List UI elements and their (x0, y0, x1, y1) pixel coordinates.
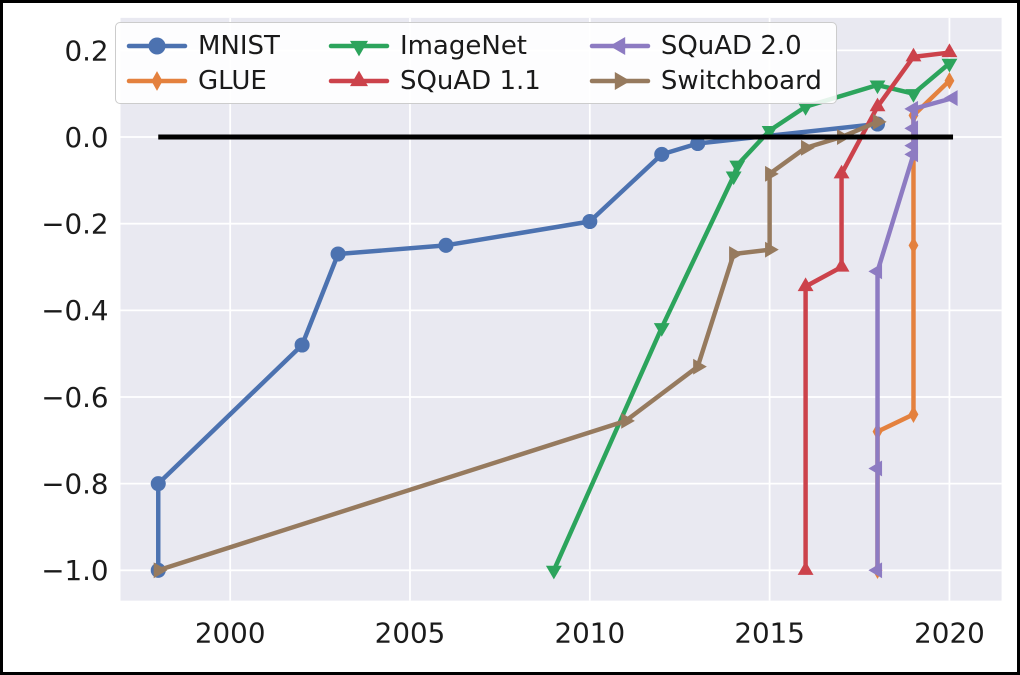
y-tick-label: 0.2 (64, 34, 108, 67)
x-tick-label: 2020 (914, 616, 985, 649)
data-point-marker (868, 562, 883, 579)
circle-marker-icon (148, 36, 166, 55)
legend-label: Switchboard (660, 65, 822, 96)
legend-item-switchboard: Switchboard (589, 64, 822, 97)
x-tick-label: 2000 (195, 616, 266, 649)
legend-item-mnist: MNIST (126, 29, 280, 62)
data-point-marker (725, 171, 742, 186)
data-point-marker (868, 460, 883, 477)
data-point-marker (904, 100, 919, 117)
data-point-marker (908, 236, 919, 255)
series-switchboard (153, 113, 887, 579)
gridlines (120, 17, 1002, 601)
triangle-down-marker-icon (349, 40, 368, 56)
triangle-up-marker-icon (349, 70, 368, 86)
data-point-marker (944, 71, 955, 90)
data-point-marker (150, 476, 166, 492)
x-tick-label: 2015 (734, 616, 805, 649)
y-tick-label: −0.8 (41, 468, 108, 501)
data-point-marker (801, 139, 815, 156)
data-point-marker (294, 337, 310, 353)
chart-legend: MNIST GLUE ImageNet SQuAD 1.1 SQuAD 2.0 Switc… (115, 22, 837, 104)
series-squad-2-0 (868, 90, 958, 579)
data-point-marker (833, 164, 850, 179)
data-point-marker (905, 47, 922, 62)
circle-legend-key-icon (126, 36, 188, 55)
x-tick-label: 2010 (555, 616, 626, 649)
triangle-up-legend-key-icon (328, 70, 390, 86)
data-point-marker (833, 257, 850, 272)
data-point-marker (693, 358, 707, 375)
data-point-marker (904, 120, 919, 137)
data-point-marker (545, 565, 562, 580)
y-tick-label: −1.0 (41, 554, 108, 587)
data-point-marker (872, 113, 887, 130)
legend-label: SQuAD 2.0 (660, 30, 802, 61)
data-point-marker (330, 246, 346, 262)
chart-canvas: 2000 2005 2010 2015 2020 0.2 0.0 −0.2 −0.4 −0.6 −0… (41, 17, 1002, 649)
series-squad-1-1 (797, 43, 958, 575)
legend-item-squad-1-1: SQuAD 1.1 (328, 64, 541, 97)
y-axis-tick-labels: 0.2 0.0 −0.2 −0.4 −0.6 −0.8 −1.0 (41, 34, 108, 587)
triangle-right-legend-key-icon (589, 71, 651, 90)
data-point-marker (943, 90, 958, 106)
series-imagenet (545, 58, 958, 580)
legend-label: ImageNet (399, 30, 528, 61)
y-tick-label: 0.0 (64, 121, 108, 154)
data-point-marker (869, 80, 886, 95)
data-point-marker (761, 125, 778, 140)
x-axis-tick-labels: 2000 2005 2010 2015 2020 (195, 616, 985, 649)
data-point-marker (797, 561, 814, 575)
x-tick-label: 2005 (375, 616, 446, 649)
y-tick-label: −0.4 (41, 294, 108, 327)
diamond-marker-icon (151, 70, 163, 91)
data-point-marker (582, 213, 598, 230)
data-point-marker (797, 277, 814, 292)
triangle-left-legend-key-icon (589, 36, 651, 55)
diamond-legend-key-icon (126, 70, 188, 91)
data-point-marker (438, 237, 454, 253)
legend-item-squad-2-0: SQuAD 2.0 (589, 29, 822, 62)
data-point-marker (729, 160, 746, 175)
data-point-marker (621, 412, 635, 429)
data-point-marker (765, 241, 779, 258)
data-point-marker (690, 135, 706, 152)
data-point-marker (908, 405, 919, 424)
y-tick-label: −0.2 (41, 208, 108, 241)
data-point-marker (797, 102, 814, 116)
legend-label: MNIST (198, 30, 280, 61)
triangle-down-legend-key-icon (328, 40, 390, 56)
data-point-marker (904, 137, 919, 154)
triangle-left-marker-icon (609, 36, 625, 55)
legend-label: GLUE (198, 65, 267, 96)
data-point-marker (869, 97, 886, 112)
data-point-marker (941, 43, 958, 58)
y-tick-label: −0.6 (41, 381, 108, 414)
data-point-marker (905, 89, 922, 103)
data-point-marker (941, 58, 958, 73)
data-point-marker (729, 246, 743, 262)
data-point-marker (765, 165, 779, 182)
data-point-marker (654, 146, 670, 162)
data-point-marker (153, 562, 168, 579)
plot-area (120, 17, 1002, 601)
data-point-marker (868, 263, 883, 280)
triangle-right-marker-icon (614, 71, 631, 90)
legend-item-glue: GLUE (126, 64, 280, 97)
legend-item-imagenet: ImageNet (328, 29, 541, 62)
data-point-marker (653, 323, 670, 337)
legend-label: SQuAD 1.1 (399, 65, 541, 96)
